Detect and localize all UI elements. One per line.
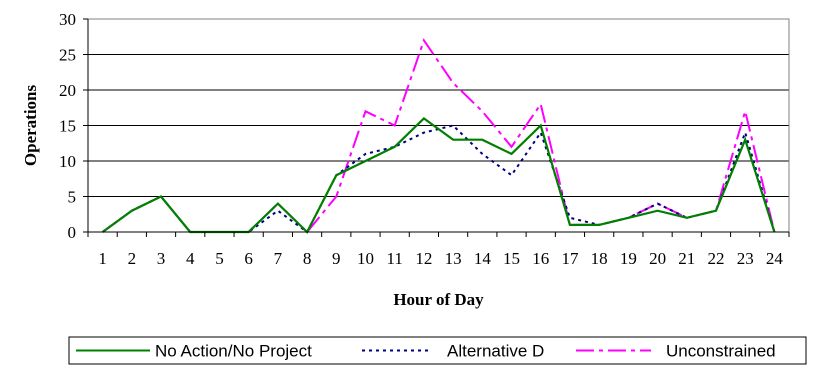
x-tick-label: 6 — [244, 249, 253, 268]
x-tick-label: 15 — [503, 249, 520, 268]
y-axis-ticks: 0 5 10 15 20 25 30 — [59, 10, 88, 242]
x-tick-label: 21 — [678, 249, 695, 268]
y-axis-title: Operations — [21, 85, 40, 167]
x-tick-label: 10 — [357, 249, 374, 268]
x-tick-label: 8 — [303, 249, 312, 268]
x-tick-label: 17 — [561, 249, 579, 268]
x-axis-ticks: 1 2 3 4 5 6 7 8 9 10 11 12 13 14 15 16 17 18 19 20 21 22 23 24 — [87, 232, 790, 268]
x-tick-label: 13 — [445, 249, 462, 268]
legend: No Action/No Project Alternative D Unconst… — [68, 336, 807, 365]
x-tick-label: 20 — [649, 249, 666, 268]
x-tick-label: 19 — [620, 249, 637, 268]
legend-label-0: No Action/No Project — [155, 342, 312, 361]
legend-label-2: Unconstrained — [666, 342, 776, 361]
y-tick-label: 15 — [59, 117, 76, 136]
x-tick-label: 18 — [591, 249, 608, 268]
x-tick-label: 2 — [128, 249, 137, 268]
x-tick-label: 9 — [332, 249, 341, 268]
legend-box — [68, 336, 807, 365]
x-tick-label: 7 — [274, 249, 283, 268]
y-tick-label: 20 — [59, 81, 76, 100]
x-tick-label: 3 — [157, 249, 166, 268]
y-tick-label: 30 — [59, 10, 76, 29]
y-tick-label: 5 — [68, 188, 77, 207]
x-tick-label: 5 — [215, 249, 224, 268]
y-tick-label: 0 — [68, 223, 77, 242]
x-tick-label: 4 — [186, 249, 195, 268]
legend-label-1: Alternative D — [447, 342, 544, 361]
x-tick-label: 22 — [707, 249, 724, 268]
series-layer — [101, 38, 776, 234]
x-tick-label: 16 — [532, 249, 549, 268]
x-tick-label: 1 — [98, 249, 107, 268]
series-line-1 — [102, 124, 776, 234]
x-tick-label: 14 — [474, 249, 492, 268]
x-tick-label: 11 — [387, 249, 403, 268]
gridlines — [88, 18, 789, 197]
y-tick-label: 25 — [59, 46, 76, 65]
x-tick-label: 12 — [415, 249, 432, 268]
x-tick-label: 23 — [737, 249, 754, 268]
y-tick-label: 10 — [59, 152, 76, 171]
series-line-2 — [102, 38, 776, 234]
series-line-0 — [101, 116, 776, 234]
x-axis-title: Hour of Day — [393, 290, 484, 309]
x-tick-label: 24 — [766, 249, 784, 268]
